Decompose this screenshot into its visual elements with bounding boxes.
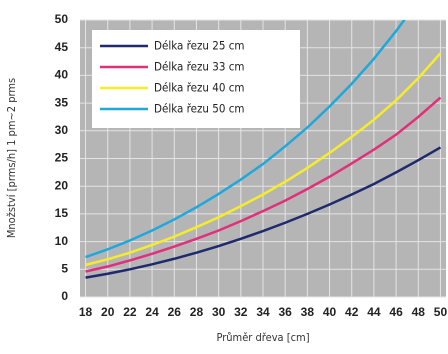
x-tick-label: 20 — [101, 305, 115, 319]
y-tick-label: 50 — [55, 12, 69, 26]
x-tick-label: 32 — [234, 305, 248, 319]
x-tick-label: 44 — [367, 305, 381, 319]
x-tick-label: 38 — [301, 305, 315, 319]
x-tick-label: 42 — [345, 305, 359, 319]
x-tick-label: 50 — [434, 305, 448, 319]
y-tick-label: 20 — [55, 178, 69, 192]
y-tick-label: 45 — [55, 40, 69, 54]
x-tick-label: 22 — [123, 305, 137, 319]
x-tick-label: 26 — [168, 305, 182, 319]
y-tick-label: 25 — [55, 151, 69, 165]
legend-label: Délka řezu 25 cm — [154, 39, 244, 53]
legend-label: Délka řezu 40 cm — [154, 81, 244, 95]
x-tick-label: 28 — [190, 305, 204, 319]
series-line — [85, 146, 442, 279]
series-line — [85, 96, 442, 273]
y-axis-label: Množství [prms/h] 1 pm~2 prms — [5, 78, 18, 238]
axes: 0 5 10 15 20 25 30 35 40 45 50 18 20 22 24 26 28 30 32 34 36… — [55, 12, 448, 319]
x-tick-label: 24 — [145, 305, 159, 319]
x-tick-label: 34 — [256, 305, 270, 319]
x-tick-label: 46 — [389, 305, 403, 319]
y-tick-label: 5 — [61, 261, 68, 275]
y-tick-label: 10 — [55, 234, 69, 248]
y-tick-label: 35 — [55, 95, 69, 109]
x-axis-label: Průměr dřeva [cm] — [216, 331, 309, 344]
x-tick-label: 30 — [212, 305, 226, 319]
series-line — [85, 20, 406, 259]
lines — [85, 20, 442, 279]
series-line — [85, 52, 442, 267]
y-tick-label: 40 — [55, 68, 69, 82]
x-tick-label: 18 — [79, 305, 93, 319]
legend-label: Délka řezu 33 cm — [154, 60, 244, 74]
legend-label: Délka řezu 50 cm — [154, 102, 244, 116]
y-tick-label: 0 — [61, 289, 68, 303]
y-tick-label: 30 — [55, 123, 69, 137]
x-tick-label: 48 — [412, 305, 426, 319]
y-tick-label: 15 — [55, 206, 69, 220]
x-tick-label: 40 — [323, 305, 337, 319]
x-tick-label: 36 — [279, 305, 293, 319]
